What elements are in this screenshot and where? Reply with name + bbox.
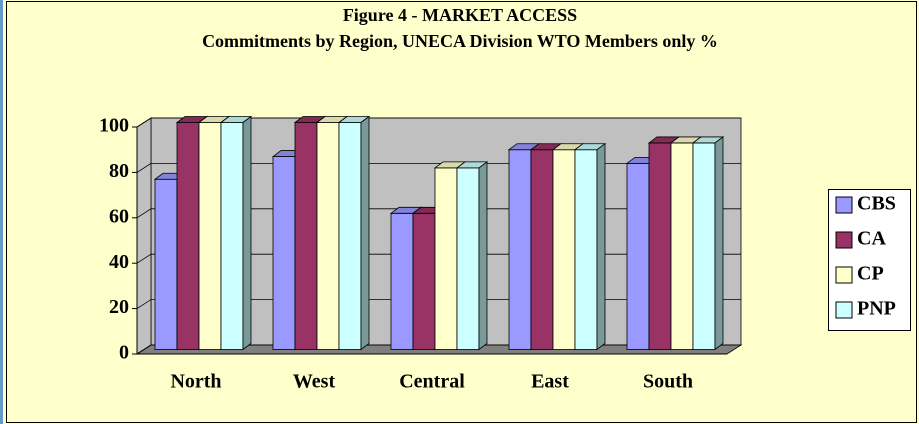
bar [626,162,650,350]
left-edge [0,0,3,424]
chart-title: Figure 4 - MARKET ACCESS [343,5,577,25]
bar [456,167,480,350]
bar [338,122,362,350]
legend-swatch [835,266,853,284]
bar [176,122,200,350]
y-tick-label: 60 [109,205,129,227]
y-tick-label: 20 [109,296,129,318]
bar [316,122,340,350]
bar [508,149,532,350]
legend-label: CA [857,228,886,250]
x-tick-label: North [170,371,221,393]
legend-swatch [835,301,853,319]
bar [434,167,458,350]
bar-side [714,136,724,351]
bar [390,212,414,350]
bar [154,178,178,350]
x-tick-label: East [531,371,569,393]
x-tick-label: South [643,371,693,393]
chart-border [6,1,917,423]
bar [412,212,436,350]
bar [648,142,672,350]
bar-side [360,115,370,351]
legend-swatch [835,231,853,249]
x-tick-label: West [293,371,336,393]
bar [220,122,244,350]
chart-subtitle: Commitments by Region, UNECA Division WT… [202,31,718,51]
bar-side [596,142,606,351]
bar-side [478,161,488,351]
bar [530,149,554,350]
bar [294,122,318,350]
bar [692,142,716,350]
bar [272,156,296,350]
y-tick-label: 40 [109,251,129,273]
x-tick-label: Central [399,371,465,393]
bar [552,149,576,350]
y-tick-label: 80 [109,160,129,182]
legend-label: CP [857,263,884,285]
side-wall [136,117,152,355]
legend-label: PNP [857,298,896,320]
bar [574,149,598,350]
legend-label: CBS [857,193,896,215]
y-tick-label: 0 [119,342,129,364]
grid-line [136,117,741,128]
bar [198,122,222,350]
bar-side [242,115,252,351]
legend-swatch [835,196,853,214]
bar [670,142,694,350]
y-tick-label: 100 [99,115,129,137]
